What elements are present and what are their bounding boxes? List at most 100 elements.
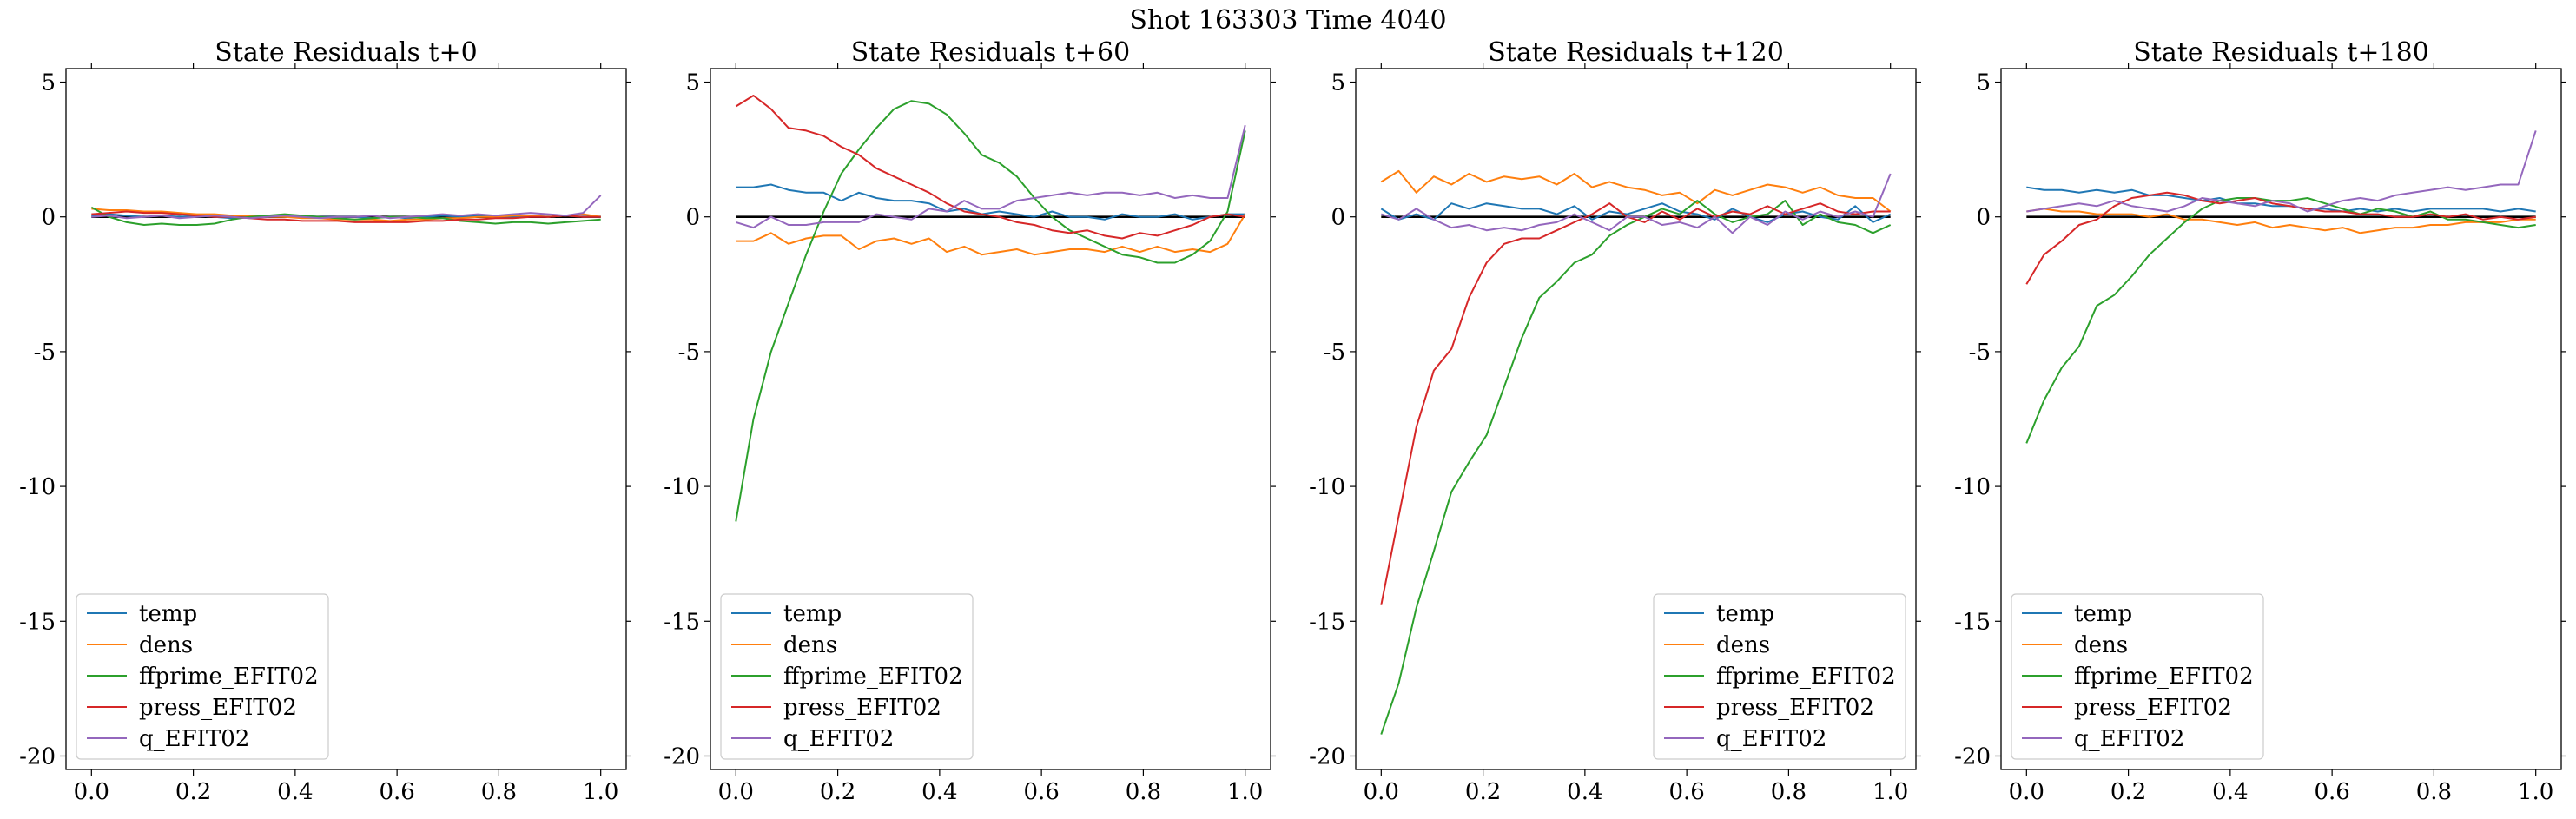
legend-label: press_EFIT02 (783, 695, 941, 721)
y-tick-label: -20 (19, 743, 56, 769)
series-line-q-efit02 (1381, 173, 1892, 234)
y-tick-label: -5 (34, 340, 56, 366)
legend: temp dens ffprime_EFIT02 press_EFIT02 q_EFIT… (2011, 593, 2264, 760)
x-tick-label: 0.6 (2314, 779, 2349, 805)
legend-label: press_EFIT02 (1716, 695, 1874, 721)
legend-label: q_EFIT02 (2074, 726, 2184, 752)
series-line-q-efit02 (2026, 130, 2537, 213)
x-tick-label: 0.2 (820, 779, 855, 805)
x-tick-label: 0.4 (277, 779, 313, 805)
y-tick-label: 0 (1331, 205, 1345, 231)
legend-label: temp (783, 601, 842, 627)
x-tick-label: 0.4 (921, 779, 957, 805)
legend: temp dens ffprime_EFIT02 press_EFIT02 q_EFIT… (720, 593, 974, 760)
series-line-dens (2026, 208, 2536, 234)
x-tick-label: 0.8 (1126, 779, 1161, 805)
series-line-press-efit02 (91, 210, 601, 223)
y-tick-label: 5 (1976, 70, 1991, 96)
y-tick-label: 0 (1976, 205, 1991, 231)
x-tick-label: 0.0 (74, 779, 109, 805)
legend-label: press_EFIT02 (2074, 695, 2232, 721)
legend-label: temp (2074, 601, 2132, 627)
series-line-temp (736, 183, 1245, 221)
y-tick-label: -20 (664, 743, 700, 769)
legend-label: dens (139, 632, 193, 658)
series-line-ffprime-efit02 (90, 206, 601, 226)
series-line-temp (1380, 202, 1892, 223)
axes-frame (2000, 68, 2562, 770)
series-line-temp (2026, 186, 2536, 213)
y-tick-label: -15 (19, 609, 56, 635)
x-tick-label: 0.6 (379, 779, 414, 805)
x-tick-label: 0.8 (481, 779, 517, 805)
y-tick-label: -15 (1309, 609, 1345, 635)
legend-label: dens (1716, 632, 1770, 658)
series-line-press-efit02 (1380, 202, 1891, 605)
series-line-ffprime-efit02 (735, 100, 1246, 522)
y-tick-label: -10 (1954, 474, 1991, 500)
series-line-press-efit02 (735, 95, 1245, 240)
x-tick-label: 0.8 (2416, 779, 2452, 805)
series-line-q-efit02 (736, 124, 1246, 229)
series-line-dens (1380, 169, 1892, 213)
series-line-q-efit02 (91, 195, 602, 220)
legend-box (2011, 593, 2264, 760)
y-tick-label: -10 (1309, 474, 1345, 500)
x-tick-label: 0.0 (718, 779, 754, 805)
legend-label: dens (783, 632, 837, 658)
series-line-ffprime-efit02 (2025, 197, 2536, 444)
y-tick-label: -5 (1324, 340, 1345, 366)
y-tick-label: -20 (1309, 743, 1345, 769)
y-tick-label: -5 (1969, 340, 1991, 366)
x-tick-label: 0.6 (1023, 779, 1059, 805)
legend-label: q_EFIT02 (1716, 726, 1826, 752)
series-line-ffprime-efit02 (1380, 200, 1892, 735)
y-tick-label: 0 (685, 205, 700, 231)
legend-box (720, 593, 974, 760)
series-line-press-efit02 (2025, 191, 2536, 285)
x-tick-label: 0.6 (1668, 779, 1704, 805)
series-line-dens (736, 214, 1246, 256)
y-tick-label: -15 (1954, 609, 1991, 635)
y-tick-label: 5 (1331, 70, 1345, 96)
x-tick-label: 0.4 (1567, 779, 1602, 805)
subplot-4: State Residuals t+180 0.0 0.2 0.4 0.6 0.8 1.0 5… (1954, 37, 2566, 805)
y-tick-label: -5 (678, 340, 700, 366)
x-tick-label: 0.8 (1771, 779, 1807, 805)
y-tick-label: 5 (685, 70, 700, 96)
axes-frame (1355, 68, 1917, 770)
y-tick-label: -20 (1954, 743, 1991, 769)
subplot-title: State Residuals t+0 (215, 37, 477, 68)
subplot-2: State Residuals t+60 0.0 0.2 0.4 0.6 0.8 1.0 5 0… (664, 37, 1276, 805)
y-tick-label: -10 (19, 474, 56, 500)
legend-label: ffprime_EFIT02 (783, 664, 963, 690)
x-tick-label: 0.2 (2110, 779, 2146, 805)
legend-box (76, 593, 329, 760)
legend-label: dens (2074, 632, 2128, 658)
legend-label: press_EFIT02 (139, 695, 297, 721)
axes-frame (710, 68, 1271, 770)
x-tick-label: 0.0 (1364, 779, 1399, 805)
subplot-title: State Residuals t+180 (2133, 37, 2429, 68)
x-tick-label: 1.0 (2518, 779, 2553, 805)
x-tick-label: 1.0 (1873, 779, 1908, 805)
legend-label: ffprime_EFIT02 (139, 664, 319, 690)
x-tick-label: 0.0 (2009, 779, 2044, 805)
legend-label: q_EFIT02 (139, 726, 249, 752)
subplot-3: State Residuals t+120 0.0 0.2 0.4 0.6 0.8 1.0 5… (1309, 37, 1921, 805)
legend-label: temp (139, 601, 197, 627)
legend-label: q_EFIT02 (783, 726, 894, 752)
legend-label: ffprime_EFIT02 (1716, 664, 1896, 690)
x-tick-label: 0.2 (1465, 779, 1501, 805)
subplot-title: State Residuals t+60 (851, 37, 1130, 68)
legend-box (1653, 593, 1906, 760)
x-tick-label: 0.2 (175, 779, 211, 805)
y-tick-label: -10 (664, 474, 700, 500)
x-tick-label: 0.4 (2212, 779, 2248, 805)
figure-suptitle: Shot 163303 Time 4040 (1129, 5, 1446, 36)
x-tick-label: 1.0 (1227, 779, 1263, 805)
y-tick-label: 5 (41, 70, 56, 96)
legend-label: temp (1716, 601, 1774, 627)
subplot-title: State Residuals t+120 (1488, 37, 1784, 68)
